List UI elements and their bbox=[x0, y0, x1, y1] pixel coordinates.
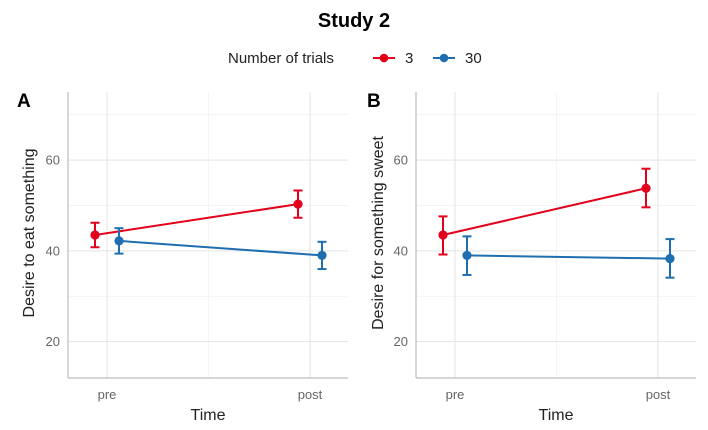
legend-entry-30: 30 bbox=[433, 50, 482, 67]
data-point bbox=[462, 250, 472, 261]
series-30 bbox=[114, 227, 327, 271]
series-line bbox=[118, 239, 323, 257]
y-axis-title-b: Desire for something sweet bbox=[370, 136, 387, 330]
x-axis-title-a: Time bbox=[191, 407, 226, 424]
data-point bbox=[665, 254, 675, 264]
y-tick-label: 20 bbox=[46, 334, 60, 349]
data-point bbox=[317, 250, 327, 261]
legend-label-30: 30 bbox=[465, 50, 482, 67]
y-tick-label: 40 bbox=[394, 243, 408, 258]
legend-key-point bbox=[379, 53, 389, 63]
data-point bbox=[90, 230, 100, 240]
y-tick-label: 60 bbox=[394, 153, 408, 168]
panel-b: B Desire for something sweet Time 20 40 60… bbox=[367, 91, 696, 424]
series-3 bbox=[438, 167, 651, 256]
series-line bbox=[94, 203, 299, 236]
legend-label-3: 3 bbox=[405, 50, 413, 67]
series-30 bbox=[462, 235, 675, 279]
data-point bbox=[293, 199, 303, 209]
series-line bbox=[466, 254, 671, 260]
legend-title: Number of trials bbox=[228, 50, 334, 67]
y-tick-label: 60 bbox=[46, 153, 60, 168]
legend-key-point bbox=[439, 53, 449, 63]
legend-entry-3: 3 bbox=[373, 50, 413, 67]
data-point bbox=[438, 230, 448, 240]
gridlines bbox=[415, 92, 696, 379]
y-axis-title-a: Desire to eat something bbox=[21, 149, 38, 318]
series-3 bbox=[90, 189, 303, 249]
panel-tag-b: B bbox=[367, 91, 381, 112]
chart-title: Study 2 bbox=[318, 10, 390, 32]
y-tick-label: 40 bbox=[46, 243, 60, 258]
data-point bbox=[641, 183, 651, 193]
data-point bbox=[114, 236, 124, 246]
x-tick-label: pre bbox=[98, 387, 117, 402]
legend: Number of trials 3 30 bbox=[228, 50, 482, 67]
x-tick-label: pre bbox=[446, 387, 465, 402]
panel-tag-a: A bbox=[17, 91, 31, 112]
y-tick-label: 20 bbox=[394, 334, 408, 349]
panel-a: A Desire to eat something Time 20 40 60 pre… bbox=[17, 91, 348, 424]
x-axis-title-b: Time bbox=[539, 407, 574, 424]
gridlines bbox=[67, 92, 348, 379]
series-line bbox=[442, 187, 647, 236]
x-tick-label: post bbox=[298, 387, 323, 402]
x-tick-label: post bbox=[646, 387, 671, 402]
